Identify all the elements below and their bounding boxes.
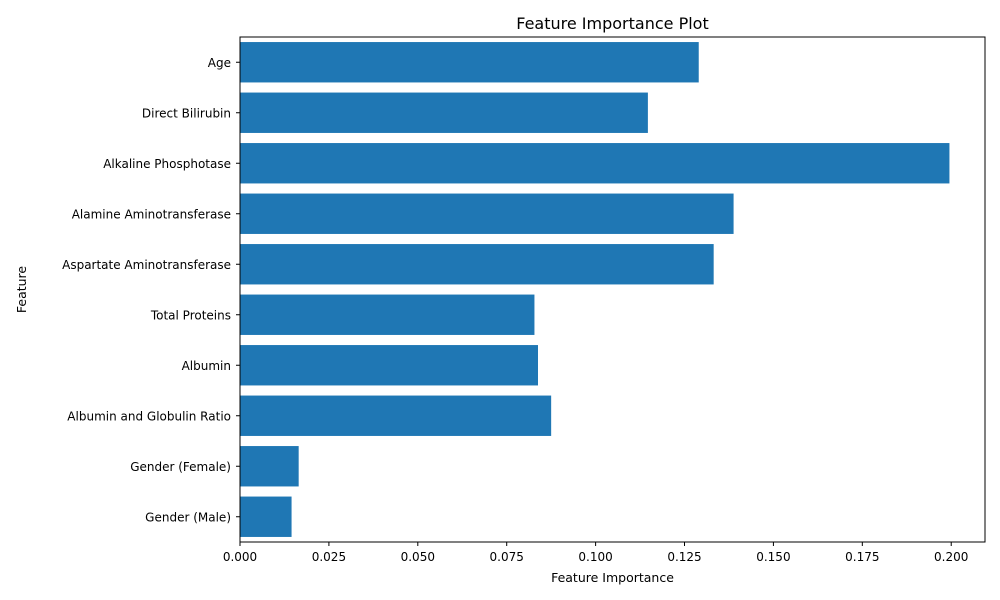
x-axis-label: Feature Importance (551, 570, 674, 585)
y-tick-label: Age (208, 56, 231, 70)
x-tick-label: 0.075 (490, 550, 524, 564)
y-tick-label: Direct Bilirubin (142, 106, 231, 120)
x-tick-label: 0.175 (845, 550, 879, 564)
y-tick-label: Alamine Aminotransferase (72, 207, 231, 221)
ticks-group: Gender (Male) Gender (Female) Albumin and … (62, 56, 968, 564)
x-tick-label: 0.100 (578, 550, 612, 564)
y-tick-label: Total Proteins (150, 308, 231, 322)
y-tick-label: Albumin and Globulin Ratio (67, 409, 231, 423)
x-tick-label: 0.200 (934, 550, 968, 564)
x-tick-label: 0.000 (223, 550, 257, 564)
x-tick-label: 0.025 (312, 550, 346, 564)
bar-gender-female (240, 446, 299, 487)
y-axis-label: Feature (14, 266, 29, 314)
bar-age (240, 42, 699, 83)
bar-alkaline-phosphotase (240, 143, 950, 184)
y-tick-label: Alkaline Phosphotase (103, 157, 231, 171)
bar-total-proteins (240, 294, 535, 335)
y-tick-label: Gender (Female) (130, 460, 231, 474)
chart-title: Feature Importance Plot (516, 14, 708, 33)
x-tick-label: 0.125 (667, 550, 701, 564)
bars-group (240, 42, 950, 537)
bar-gender-male (240, 496, 292, 537)
y-tick-label: Aspartate Aminotransferase (62, 258, 231, 272)
bar-direct-bilirubin (240, 92, 648, 133)
x-tick-label: 0.050 (401, 550, 435, 564)
plot-area-frame (239, 36, 986, 543)
bar-aspartate-aminotransferase (240, 244, 714, 285)
y-tick-label: Gender (Male) (145, 510, 231, 524)
bar-albumin (240, 345, 538, 386)
y-tick-label: Albumin (182, 359, 231, 373)
bar-alamine-aminotransferase (240, 193, 734, 234)
bar-albumin-and-globulin-ratio (240, 395, 552, 436)
x-tick-label: 0.150 (756, 550, 790, 564)
